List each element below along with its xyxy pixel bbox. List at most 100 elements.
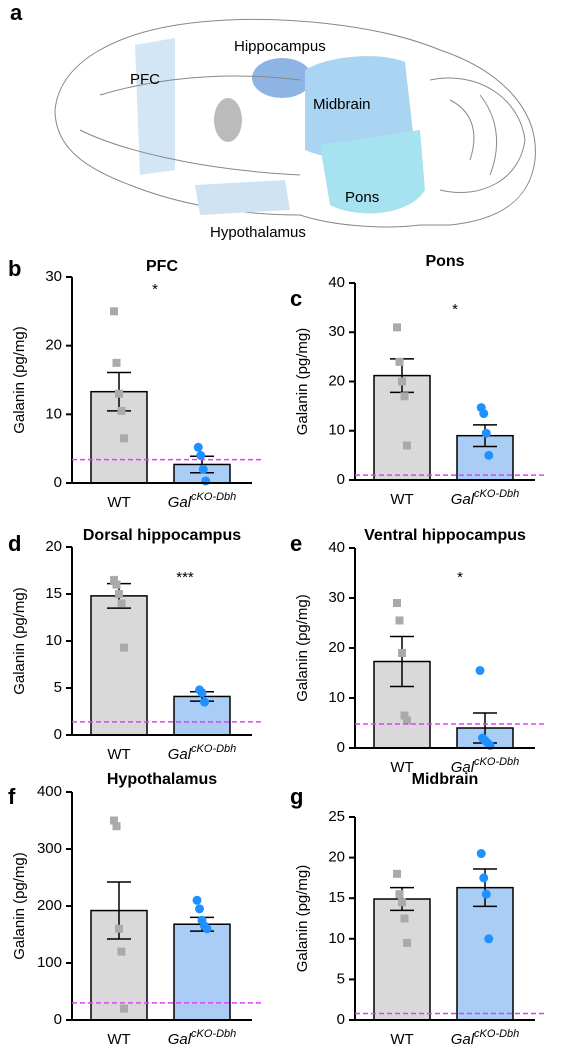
- pons-region: [320, 130, 425, 214]
- data-point: [398, 377, 406, 386]
- y-tick-label: 10: [328, 422, 345, 439]
- y-tick-label: 30: [328, 589, 345, 606]
- y-tick-label: 20: [328, 849, 345, 866]
- y-tick-label: 400: [37, 783, 62, 800]
- data-point: [403, 938, 411, 947]
- data-point: [110, 575, 118, 584]
- x-tick-label: WT: [390, 759, 413, 776]
- y-tick-label: 20: [328, 372, 345, 389]
- data-point: [403, 716, 411, 725]
- data-point: [117, 599, 126, 608]
- data-point: [120, 643, 128, 652]
- category-superscript: cKO-Dbh: [474, 756, 519, 768]
- category-name: WT: [107, 746, 130, 763]
- data-point: [475, 666, 485, 675]
- data-point: [484, 450, 494, 460]
- x-tick-label: GalcKO-Dbh: [451, 756, 520, 776]
- y-axis-label: Galanin (pg/mg): [11, 852, 28, 960]
- region-label: Hypothalamus: [210, 224, 306, 241]
- x-tick-label: WT: [390, 491, 413, 508]
- y-tick-label: 30: [45, 268, 62, 285]
- y-tick-label: 5: [337, 970, 345, 987]
- y-tick-label: 15: [328, 889, 345, 906]
- data-point: [195, 904, 204, 914]
- y-tick-label: 0: [337, 1011, 345, 1028]
- category-name: Gal: [168, 1031, 192, 1048]
- data-point: [117, 406, 126, 415]
- y-tick-label: 300: [37, 840, 62, 857]
- data-point: [403, 441, 411, 450]
- data-point: [479, 873, 489, 883]
- chart-title: Dorsal hippocampus: [83, 527, 241, 544]
- chart-title: Hypothalamus: [107, 771, 217, 788]
- data-point: [395, 616, 404, 625]
- data-point: [115, 924, 123, 933]
- y-tick-label: 25: [328, 808, 345, 825]
- pfc-region: [135, 38, 175, 175]
- significance-annotation: *: [452, 301, 458, 318]
- panel-letter: a: [10, 0, 23, 25]
- significance-annotation: *: [152, 281, 158, 298]
- y-tick-label: 5: [54, 679, 62, 696]
- y-tick-label: 40: [328, 274, 345, 291]
- data-point: [120, 1004, 128, 1013]
- data-point: [120, 434, 128, 443]
- category-name: WT: [390, 759, 413, 776]
- significance-annotation: *: [457, 569, 463, 586]
- panel-letter: d: [8, 531, 21, 556]
- x-tick-label: GalcKO-Dbh: [451, 488, 520, 508]
- bar-chart: e Ventral hippocampus Galanin (pg/mg) 0 10 20…: [290, 527, 545, 776]
- data-point: [110, 816, 118, 825]
- panel-letter: c: [290, 286, 302, 311]
- data-point: [398, 649, 406, 657]
- y-tick-label: 10: [328, 689, 345, 706]
- y-tick-label: 20: [45, 337, 62, 354]
- data-point: [481, 428, 491, 438]
- y-tick-label: 0: [54, 1011, 62, 1028]
- significance-annotation: ***: [176, 569, 194, 586]
- y-tick-label: 15: [45, 585, 62, 602]
- category-name: WT: [390, 1031, 413, 1048]
- panel-letter: f: [8, 784, 16, 809]
- data-point: [110, 307, 118, 316]
- y-tick-label: 0: [337, 739, 345, 756]
- chart-title: Pons: [425, 253, 464, 270]
- data-point: [197, 688, 207, 698]
- data-point: [202, 924, 212, 934]
- region-label: Pons: [345, 189, 379, 206]
- y-axis-label: Galanin (pg/mg): [11, 326, 28, 434]
- y-tick-label: 200: [37, 897, 62, 914]
- region-label: Midbrain: [313, 96, 371, 113]
- x-tick-label: GalcKO-Dbh: [168, 491, 237, 511]
- error-bar: [390, 635, 414, 688]
- x-tick-label: WT: [107, 746, 130, 763]
- bar: [90, 595, 148, 736]
- data-point: [395, 357, 404, 366]
- data-point: [476, 849, 486, 859]
- chart-title: PFC: [146, 258, 178, 275]
- chart-title: Ventral hippocampus: [364, 527, 526, 544]
- data-point: [117, 947, 126, 956]
- category-name: Gal: [451, 759, 475, 776]
- hypothalamus-region: [195, 180, 290, 215]
- ventricle: [214, 98, 242, 142]
- data-point: [200, 697, 209, 707]
- data-point: [400, 914, 409, 923]
- y-axis-label: Galanin (pg/mg): [294, 865, 311, 973]
- data-point: [400, 711, 409, 720]
- y-tick-label: 20: [45, 538, 62, 555]
- category-superscript: cKO-Dbh: [191, 491, 236, 503]
- bar-chart: d Dorsal hippocampus Galanin (pg/mg) 0 5 10 15…: [8, 527, 262, 763]
- data-point: [115, 590, 123, 598]
- y-axis-label: Galanin (pg/mg): [294, 328, 311, 436]
- y-tick-label: 10: [45, 632, 62, 649]
- panel-letter: e: [290, 531, 302, 556]
- data-point: [393, 599, 401, 607]
- y-tick-label: 100: [37, 954, 62, 971]
- y-tick-label: 0: [54, 474, 62, 491]
- brain-diagram: [54, 18, 536, 228]
- cerebellum-folds: [449, 94, 498, 176]
- category-name: WT: [107, 1031, 130, 1048]
- data-point: [400, 392, 409, 401]
